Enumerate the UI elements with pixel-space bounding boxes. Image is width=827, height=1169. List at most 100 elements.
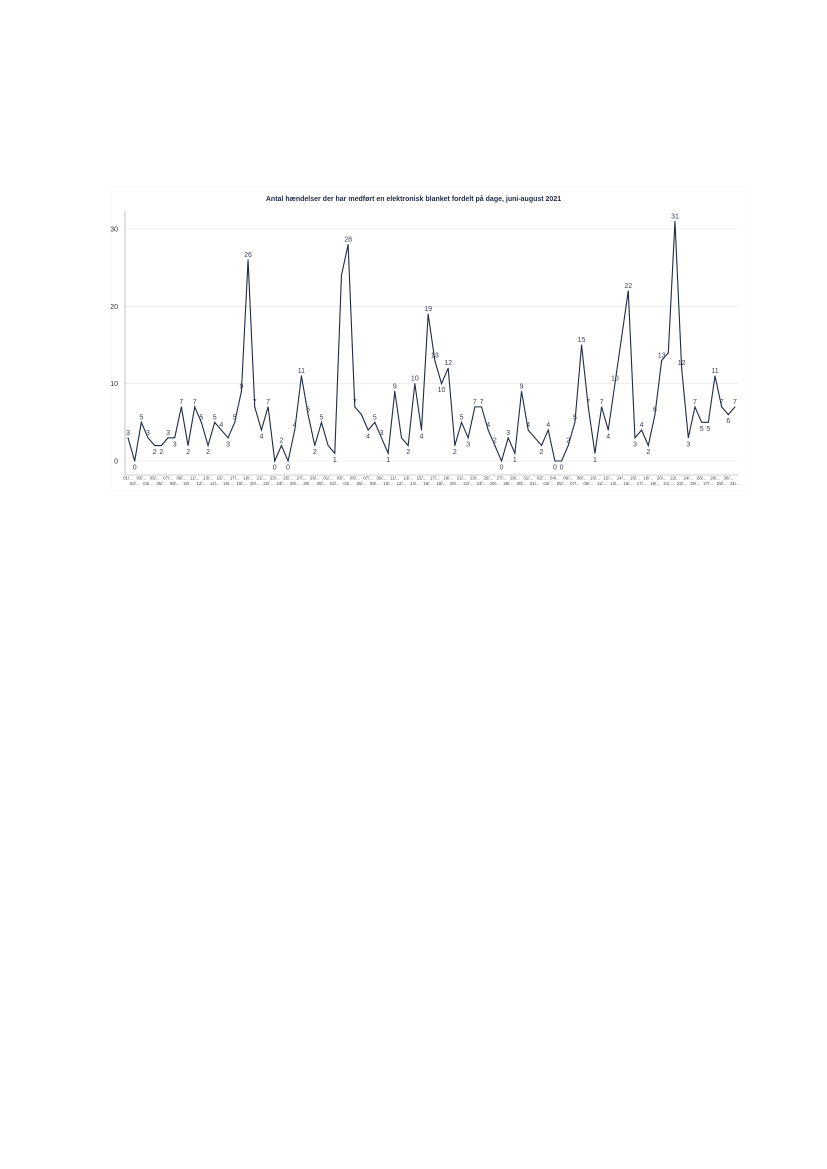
data-point bbox=[334, 452, 336, 454]
x-tick-label: 26/... bbox=[290, 481, 300, 486]
data-point bbox=[587, 406, 589, 408]
data-point bbox=[207, 445, 209, 447]
data-label: 5 bbox=[213, 414, 217, 421]
data-label: 1 bbox=[386, 457, 390, 464]
data-label: 4 bbox=[546, 422, 550, 429]
data-point bbox=[687, 437, 689, 439]
data-point bbox=[274, 460, 276, 462]
series-line-group bbox=[127, 220, 736, 464]
data-label: 0 bbox=[500, 465, 504, 472]
data-point bbox=[354, 406, 356, 408]
data-label: 9 bbox=[393, 383, 397, 390]
x-tick-label: 13/... bbox=[610, 481, 620, 486]
x-tick-label: 24/... bbox=[477, 481, 487, 486]
y-tick-label: 30 bbox=[110, 227, 118, 234]
data-point bbox=[347, 243, 349, 245]
data-label: 12 bbox=[444, 360, 452, 367]
data-label: 3 bbox=[126, 430, 130, 437]
data-label: 4 bbox=[640, 422, 644, 429]
data-label: 7 bbox=[353, 399, 357, 406]
data-label: 0 bbox=[286, 465, 290, 472]
data-label: 1 bbox=[513, 457, 517, 464]
data-point bbox=[447, 367, 449, 369]
x-tick-label: 08/... bbox=[577, 476, 587, 481]
data-label: 3 bbox=[633, 441, 637, 448]
data-point bbox=[420, 429, 422, 431]
x-tick-label: 17/... bbox=[430, 476, 440, 481]
data-point bbox=[487, 429, 489, 431]
data-label: 5 bbox=[199, 414, 203, 421]
data-label: 3 bbox=[146, 430, 150, 437]
data-label: 2 bbox=[279, 438, 283, 445]
data-point bbox=[534, 437, 536, 439]
x-tick-label: 30/... bbox=[517, 481, 527, 486]
data-label: 0 bbox=[273, 465, 277, 472]
data-point bbox=[254, 406, 256, 408]
x-tick-label: 07/... bbox=[363, 476, 373, 481]
data-label: 3 bbox=[226, 441, 230, 448]
data-label: 7 bbox=[193, 399, 197, 406]
x-tick-label: 29/... bbox=[717, 481, 727, 486]
data-point bbox=[461, 421, 463, 423]
x-tick-label: 03/... bbox=[136, 476, 146, 481]
data-point bbox=[280, 445, 282, 447]
x-tick-label: 20/... bbox=[657, 476, 667, 481]
x-tick-label: 26/... bbox=[490, 481, 500, 486]
data-label: 4 bbox=[420, 434, 424, 441]
data-label: 4 bbox=[259, 434, 263, 441]
data-point bbox=[300, 375, 302, 377]
data-point bbox=[714, 375, 716, 377]
x-tick-label: 11/... bbox=[597, 481, 606, 486]
data-point bbox=[467, 437, 469, 439]
x-tick-label: 12/... bbox=[397, 481, 407, 486]
data-point bbox=[240, 390, 242, 392]
data-label: 12 bbox=[678, 360, 686, 367]
data-label: 10 bbox=[411, 376, 419, 383]
data-label: 2 bbox=[646, 449, 650, 456]
data-point bbox=[200, 421, 202, 423]
data-point bbox=[641, 429, 643, 431]
data-label: 19 bbox=[424, 306, 432, 313]
data-point bbox=[567, 445, 569, 447]
x-tick-label: 25/... bbox=[483, 476, 493, 481]
data-point bbox=[174, 437, 176, 439]
data-point bbox=[307, 414, 309, 416]
data-point bbox=[427, 313, 429, 315]
x-tick-label: 23/... bbox=[270, 476, 280, 481]
data-label: 3 bbox=[506, 430, 510, 437]
data-point bbox=[234, 421, 236, 423]
data-point bbox=[260, 429, 262, 431]
data-label: 7 bbox=[480, 399, 484, 406]
data-point bbox=[367, 429, 369, 431]
data-label: 7 bbox=[266, 399, 270, 406]
data-label: 3 bbox=[380, 430, 384, 437]
x-tick-label: 14/... bbox=[210, 481, 220, 486]
x-tick-label: 24/... bbox=[277, 481, 287, 486]
data-point bbox=[707, 421, 709, 423]
data-point bbox=[541, 445, 543, 447]
data-label: 2 bbox=[186, 449, 190, 456]
x-tick-label: 20/... bbox=[250, 481, 260, 486]
data-label: 2 bbox=[453, 449, 457, 456]
y-tick-label: 0 bbox=[114, 459, 118, 466]
x-tick-label: 19/... bbox=[650, 481, 660, 486]
x-tick-label: 27/... bbox=[497, 476, 507, 481]
x-tick-label: 08/... bbox=[370, 481, 380, 486]
data-point bbox=[140, 421, 142, 423]
x-tick-label: 14/... bbox=[617, 476, 627, 481]
data-point bbox=[621, 336, 623, 338]
data-label: 2 bbox=[153, 449, 157, 456]
data-point bbox=[327, 445, 329, 447]
data-label: 4 bbox=[486, 422, 490, 429]
data-label: 5 bbox=[373, 414, 377, 421]
x-tick-label: 18/... bbox=[237, 481, 247, 486]
x-tick-label: 27/... bbox=[297, 476, 307, 481]
x-tick-label: 12/... bbox=[603, 476, 613, 481]
data-point bbox=[727, 414, 729, 416]
data-label: 5 bbox=[233, 414, 237, 421]
x-tick-labels: 01/...02/...03/...04/...05/...06/...07/.… bbox=[123, 476, 740, 487]
data-label: 4 bbox=[293, 422, 297, 429]
data-label: 31 bbox=[671, 213, 679, 220]
data-point bbox=[674, 220, 676, 222]
x-tick-label: 22/... bbox=[670, 476, 680, 481]
